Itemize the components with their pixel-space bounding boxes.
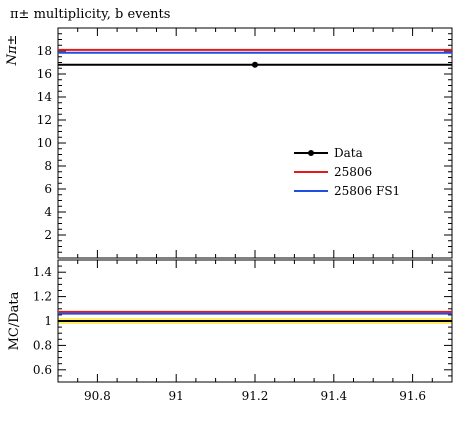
x-tick-label: 91.6: [399, 389, 426, 403]
x-tick-label: 91.4: [320, 389, 347, 403]
legend-label: 25806 FS1: [334, 184, 400, 198]
y-tick-label: 4: [44, 205, 52, 219]
x-tick-label: 90.8: [84, 389, 111, 403]
x-tick-label: 91: [169, 389, 184, 403]
y-tick-label: 1: [44, 314, 52, 328]
legend-label: Data: [334, 146, 363, 160]
y-axis-label: Nπ±: [5, 35, 20, 67]
y-tick-label: 6: [44, 182, 52, 196]
y-tick-label: 10: [37, 136, 52, 150]
legend-label: 25806: [334, 165, 372, 179]
main-panel: 2 4 6 8 10 12 14 16 18 Nπ± Data 25806 25806 FS1: [5, 27, 453, 259]
y-tick-label: 1.2: [33, 290, 52, 304]
x-tick-label: 91.2: [242, 389, 269, 403]
y-tick-label: 1.4: [33, 265, 52, 279]
y-tick-label: 18: [37, 44, 52, 58]
chart-title: π± multiplicity, b events: [10, 7, 170, 22]
y-tick-label: 14: [37, 90, 53, 104]
y-tick-label: 8: [44, 159, 52, 173]
y-tick-label: 16: [37, 67, 52, 81]
ratio-y-axis-label: MC/Data: [7, 291, 22, 350]
y-tick-label: 12: [37, 113, 52, 127]
ratio-panel: 0.6 0.8 1 1.2 1.4 MC/Data 90.8 91 91.2 91.4 91.6: [7, 259, 453, 403]
data-point: [252, 61, 258, 68]
y-tick-label: 0.6: [33, 363, 52, 377]
legend-marker: [308, 150, 314, 156]
y-tick-label: 0.8: [33, 338, 52, 352]
y-tick-label: 2: [44, 228, 52, 242]
legend: Data 25806 25806 FS1: [294, 146, 400, 198]
